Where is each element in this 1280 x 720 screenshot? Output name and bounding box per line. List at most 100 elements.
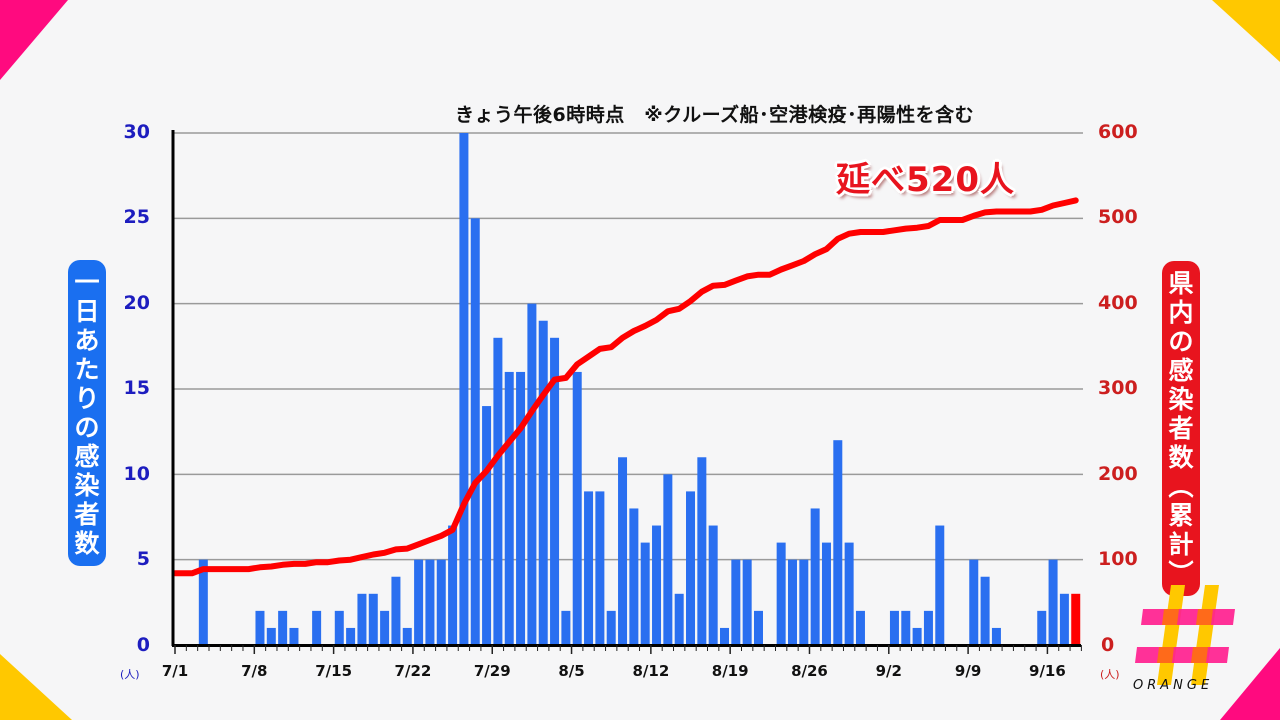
x-tick-label: 7/15 <box>315 662 353 680</box>
x-tick-label: 8/26 <box>791 662 828 680</box>
daily-bar <box>753 610 763 645</box>
cumulative-cases-line <box>172 197 1079 577</box>
right-unit-label: (人) <box>1100 668 1120 681</box>
right-axis-title-text: 県内の感染者数 ︵ 累計 ︶ <box>1168 269 1194 588</box>
daily-bar <box>855 610 865 645</box>
daily-bar <box>414 559 424 645</box>
right-tick: 200 <box>1098 463 1138 485</box>
left-tick: 30 <box>123 121 150 143</box>
daily-bar <box>470 218 480 646</box>
daily-bar <box>425 559 435 645</box>
daily-bar <box>923 610 933 645</box>
daily-bar <box>1071 593 1081 645</box>
left-tick: 25 <box>123 206 150 228</box>
x-tick-label: 9/9 <box>954 662 982 680</box>
daily-bar <box>346 627 356 645</box>
chart-subtitle: きょう午後6時時点 ※クルーズ船･空港検疫･再陽性を含む <box>455 104 975 126</box>
daily-bar <box>402 627 412 645</box>
x-tick-label: 8/19 <box>711 662 749 680</box>
daily-bar <box>606 610 616 645</box>
daily-bar <box>516 371 526 645</box>
left-tick: 5 <box>136 548 150 570</box>
daily-bar <box>493 337 503 645</box>
x-tick-label: 7/1 <box>161 662 189 680</box>
daily-bar <box>482 406 492 645</box>
daily-bar <box>255 610 265 645</box>
daily-bar <box>595 491 605 645</box>
left-tick: 20 <box>123 292 150 314</box>
daily-bar <box>799 559 809 645</box>
right-tick: 100 <box>1098 548 1138 570</box>
daily-bar <box>504 371 514 645</box>
daily-bar <box>697 457 707 645</box>
daily-bar <box>312 610 322 645</box>
daily-bar <box>686 491 696 645</box>
corner-decoration-bottom-right <box>1220 648 1280 720</box>
daily-bar <box>538 320 548 645</box>
daily-bar <box>810 508 820 645</box>
daily-bar <box>969 559 979 645</box>
right-tick: 600 <box>1098 121 1138 143</box>
daily-bar <box>436 559 446 645</box>
corner-decoration-bottom-left <box>0 654 72 720</box>
x-tick-label: 7/29 <box>473 662 511 680</box>
left-tick: 0 <box>136 634 150 656</box>
right-tick: 0 <box>1101 634 1115 656</box>
cumulative-total-badge: 延べ520人 <box>836 160 1015 200</box>
daily-bar <box>391 576 401 645</box>
daily-bar <box>527 303 537 645</box>
daily-bar <box>266 627 276 645</box>
daily-bar <box>674 593 684 645</box>
corner-decoration-top-right <box>1212 0 1280 62</box>
daily-bar <box>278 610 288 645</box>
daily-bar <box>980 576 990 645</box>
daily-bar <box>663 474 673 645</box>
daily-bar <box>935 525 945 645</box>
daily-bar <box>368 593 378 645</box>
daily-bar <box>991 627 1001 645</box>
right-tick: 300 <box>1098 377 1138 399</box>
daily-cases-bars <box>198 133 1081 646</box>
daily-bar <box>720 627 730 645</box>
left-unit-label: (人) <box>120 668 140 681</box>
right-axis-title: 県内の感染者数 ︵ 累計 ︶ <box>1162 261 1200 596</box>
daily-bar <box>844 542 854 645</box>
right-tick: 400 <box>1098 292 1138 314</box>
daily-bar <box>357 593 367 645</box>
daily-bar <box>787 559 797 645</box>
right-tick: 500 <box>1098 206 1138 228</box>
daily-bar <box>629 508 639 645</box>
daily-bar <box>652 525 662 645</box>
x-tick-label: 8/5 <box>558 662 585 680</box>
daily-bar <box>380 610 390 645</box>
orange-hashtag-logo-icon <box>1135 585 1235 685</box>
daily-bar <box>584 491 594 645</box>
daily-bar <box>742 559 752 645</box>
daily-bar <box>459 133 469 645</box>
daily-bar <box>550 337 560 645</box>
daily-bar <box>1059 593 1069 645</box>
daily-bar <box>889 610 899 645</box>
daily-bar <box>334 610 344 645</box>
daily-bar <box>776 542 786 645</box>
daily-bar <box>731 559 741 645</box>
left-axis-title-text: 一日あたりの感染者数 <box>74 268 100 558</box>
x-tick-label: 9/16 <box>1029 662 1066 680</box>
left-axis-title: 一日あたりの感染者数 <box>68 260 106 566</box>
x-tick-label: 7/8 <box>241 662 268 680</box>
daily-bar <box>1048 559 1058 645</box>
daily-bar <box>1037 610 1047 645</box>
daily-bar <box>901 610 911 645</box>
daily-bar <box>912 627 922 645</box>
x-tick-label: 8/12 <box>632 662 670 680</box>
daily-bar <box>618 457 628 645</box>
daily-bar <box>640 542 650 645</box>
daily-bar <box>561 610 571 645</box>
daily-bar <box>821 542 831 645</box>
daily-bar <box>448 525 458 645</box>
left-tick: 15 <box>123 377 150 399</box>
daily-bar <box>289 627 299 645</box>
orange-logo-text: ORANGE <box>1133 678 1214 693</box>
x-axis-tick-marks <box>174 645 1082 654</box>
x-tick-label: 9/2 <box>875 662 902 680</box>
